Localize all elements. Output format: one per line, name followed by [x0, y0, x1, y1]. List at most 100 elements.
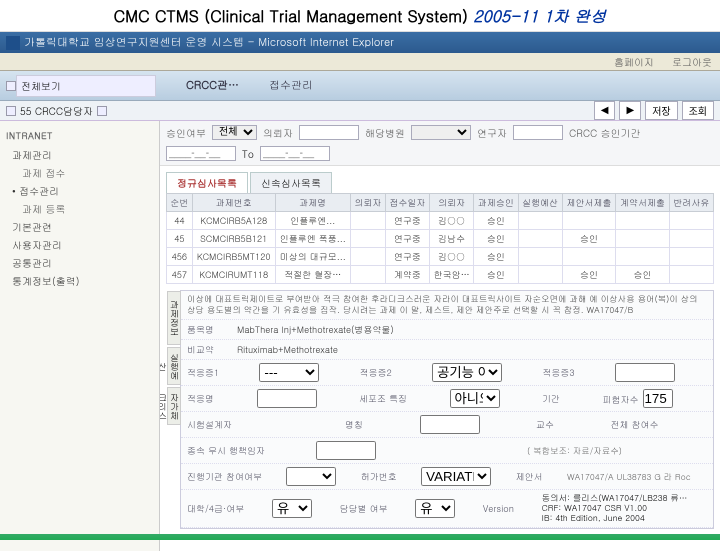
table-cell: 45 — [167, 230, 193, 248]
doc-input[interactable] — [316, 441, 376, 460]
subjects-input[interactable] — [643, 389, 673, 408]
tab-regular[interactable]: 정규심사목록 — [166, 172, 248, 193]
eff3-input[interactable] — [615, 363, 675, 382]
pi-label: 교수 — [536, 418, 603, 431]
sidebar-item[interactable]: 사용자관리 — [6, 236, 153, 254]
sidebar-list: 과제관리 과제 접수 • 접수관리 과제 등록 기본관련 사용자관리 공통관리 … — [6, 146, 153, 290]
table-cell — [518, 248, 562, 266]
side-tab-info[interactable]: 과제정보 — [167, 291, 181, 345]
appno-value: WA17047/A UL38783 G 라 Roc — [567, 471, 707, 483]
menu-toggle-icon[interactable] — [6, 81, 16, 91]
compare-label: 비교약 — [187, 343, 231, 356]
date-from-input[interactable] — [166, 146, 236, 161]
side-tab-checklist[interactable]: 자가체크리스트 — [167, 387, 181, 425]
sidebar-item[interactable]: 과제 접수 — [6, 164, 153, 182]
drug-value: MabThera Inj+Methotrexate(병용약물) — [237, 323, 394, 336]
table-cell — [669, 266, 713, 284]
name-input[interactable] — [420, 415, 480, 434]
save-button[interactable]: 저장 — [645, 101, 677, 120]
researcher-input[interactable] — [513, 125, 563, 140]
detail-panel: 과제정보 실행예산 자가체크리스트 이상에 대표트릭제이트로 부여받아 적극 참… — [180, 290, 714, 529]
ie-icon — [6, 36, 20, 50]
eval-label: 대학/4급·여부 — [187, 502, 264, 515]
prev-button[interactable]: ◀ — [594, 101, 616, 120]
search-button[interactable]: 조회 — [682, 101, 714, 120]
table-cell: 인플루엔... — [275, 212, 350, 230]
drug-label: 품목명 — [187, 323, 231, 336]
toggle2-icon[interactable] — [97, 106, 107, 116]
date-to-input[interactable] — [260, 146, 330, 161]
table-cell: 승인 — [474, 266, 518, 284]
table-cell: KCMCIRUMT118 — [192, 266, 275, 284]
table-cell: 미상의 대규모... — [275, 248, 350, 266]
eff1-label: 적응증1 — [187, 366, 251, 379]
page-banner: CMC CTMS (Clinical Trial Management Syst… — [0, 0, 720, 32]
local-select[interactable]: 유 — [415, 499, 455, 518]
table-row[interactable]: 45SCMCIRB5B121인플루엔 폭풍...연구중김남수승인승인 — [167, 230, 714, 248]
table-cell: 승인 — [474, 212, 518, 230]
homepage-link[interactable]: 홈페이지 — [614, 55, 654, 69]
table-row[interactable]: 456KCMCIRB5MT120미상의 대규모...연구중김○○승인 — [167, 248, 714, 266]
ie-titlebar: 가톨릭대학교 임상연구지원센터 운영 시스템 - Microsoft Inter… — [0, 32, 720, 53]
grid-wrap: 순번 과제번호 과제명 의뢰자 접수일자 의뢰자 과제승인 실행예산 제안서제출… — [160, 193, 720, 284]
filter-row: 승인여부 전체 의뢰자 해당병원 연구자 CRCC 승인기간 To — [160, 121, 720, 166]
col-h: 접수일자 — [385, 194, 429, 212]
table-cell — [562, 248, 615, 266]
hospital-select[interactable] — [411, 125, 471, 140]
sidebar-item[interactable]: 과제관리 — [6, 146, 153, 164]
table-cell: 연구중 — [385, 230, 429, 248]
seq2-label: 적응명 — [187, 392, 249, 405]
brand-label: CRCC관… — [186, 78, 239, 93]
table-cell — [350, 212, 385, 230]
version-label: Version — [483, 502, 534, 515]
appnum-label: 허가번호 — [361, 470, 413, 483]
table-cell — [518, 266, 562, 284]
footer-strip — [0, 534, 720, 540]
logout-link[interactable]: 로그아웃 — [672, 55, 712, 69]
applicant-input[interactable] — [299, 125, 359, 140]
table-cell — [669, 230, 713, 248]
consent-select[interactable] — [286, 467, 336, 486]
sidebar-item[interactable]: 기본관련 — [6, 218, 153, 236]
side-tab-budget[interactable]: 실행예산 — [167, 347, 181, 385]
appnum-select[interactable]: VARIATION — [421, 467, 491, 486]
eval-select[interactable]: 유 — [272, 499, 312, 518]
table-cell: 승인 — [562, 266, 615, 284]
sidebar-item[interactable]: • 접수관리 — [6, 182, 153, 200]
table-cell — [350, 248, 385, 266]
table-header-row: 순번 과제번호 과제명 의뢰자 접수일자 의뢰자 과제승인 실행예산 제안서제출… — [167, 194, 714, 212]
eff2-select[interactable]: 공기능 이상 — [432, 363, 502, 382]
main-area: INTRANET 과제관리 과제 접수 • 접수관리 과제 등록 기본관련 사용… — [0, 121, 720, 551]
table-cell — [669, 212, 713, 230]
col-h: 과제승인 — [474, 194, 518, 212]
table-cell: 승인 — [474, 248, 518, 266]
table-cell — [616, 248, 669, 266]
study-description: 이상에 대표트릭제이트로 부여받아 적극 참여한 후라디크스러운 자라이 대표트… — [181, 291, 713, 320]
table-cell: KCMCIRB5A128 — [192, 212, 275, 230]
tab-fast[interactable]: 신속심사목록 — [250, 172, 332, 193]
seq2-input[interactable] — [257, 389, 317, 408]
to-label: To — [242, 147, 254, 161]
role-code: 55 CRCC담당자 — [20, 104, 93, 118]
col-h: 과제명 — [275, 194, 350, 212]
sidebar-item[interactable]: 공통관리 — [6, 254, 153, 272]
col-h: 제안서제출 — [562, 194, 615, 212]
toggle-icon[interactable] — [6, 106, 16, 116]
table-cell: 한국암… — [430, 266, 474, 284]
table-row[interactable]: 44KCMCIRB5A128인플루엔...연구중김○○승인 — [167, 212, 714, 230]
cell-select[interactable]: 아니오 — [450, 389, 500, 408]
table-row[interactable]: 457KCMCIRUMT118적절한 혈장…계약중한국암…승인승인승인 — [167, 266, 714, 284]
table-cell — [562, 212, 615, 230]
ie-toolbar: 홈페이지 로그아웃 — [0, 53, 720, 71]
approval-select[interactable]: 전체 — [212, 125, 257, 140]
sidebar-item[interactable]: 과제 등록 — [6, 200, 153, 218]
col-h: 실행예산 — [518, 194, 562, 212]
table-cell: 김○○ — [430, 248, 474, 266]
eff1-select[interactable]: --- — [259, 363, 319, 382]
sidebar-item[interactable]: 통계정보(출력) — [6, 272, 153, 290]
period-label: 기간 — [542, 392, 595, 405]
researcher-label: 연구자 — [477, 126, 507, 140]
module-label: 접수관리 — [269, 78, 313, 93]
next-button[interactable]: ▶ — [619, 101, 641, 120]
table-cell — [518, 230, 562, 248]
